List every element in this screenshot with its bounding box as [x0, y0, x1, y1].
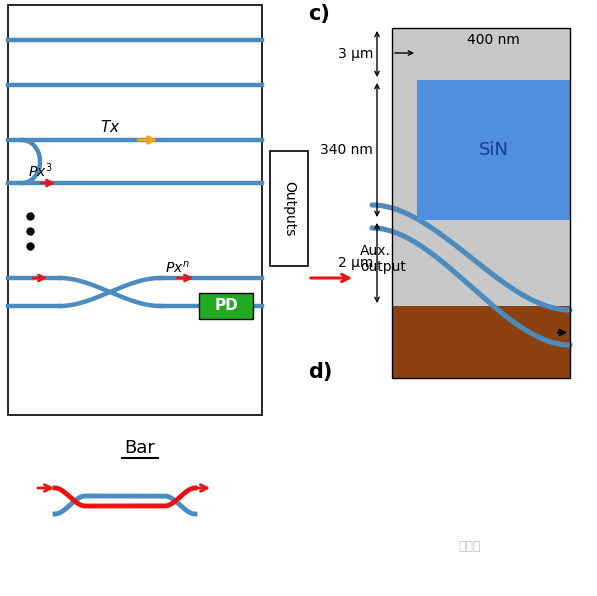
Text: 400 nm: 400 nm — [467, 33, 520, 47]
Text: 2 μm: 2 μm — [338, 256, 373, 270]
Bar — [392, 28, 570, 306]
Text: Bar: Bar — [125, 439, 155, 457]
Text: PD: PD — [214, 299, 238, 313]
Text: 340 nm: 340 nm — [320, 143, 373, 157]
Bar — [270, 151, 308, 266]
Text: c): c) — [308, 4, 330, 24]
Text: Outputs: Outputs — [282, 181, 296, 237]
Text: 3 μm: 3 μm — [338, 47, 373, 61]
Bar — [392, 306, 570, 378]
Text: $Tx$: $Tx$ — [100, 119, 121, 135]
Bar — [392, 28, 570, 378]
Text: Aux.
output: Aux. output — [360, 244, 406, 274]
Text: $Px^n$: $Px^n$ — [165, 260, 190, 276]
Text: 公众号: 公众号 — [458, 539, 481, 552]
Bar — [417, 80, 570, 220]
FancyBboxPatch shape — [199, 293, 253, 319]
Text: d): d) — [308, 362, 333, 382]
Text: $Px^3$: $Px^3$ — [28, 162, 53, 180]
Text: SiN: SiN — [479, 141, 509, 159]
Bar — [8, 5, 262, 415]
